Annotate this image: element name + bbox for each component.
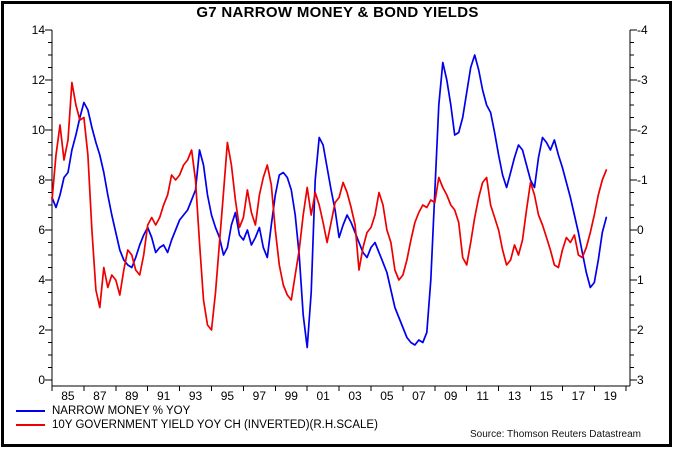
x-axis-tick-label: 97: [252, 389, 267, 403]
right-axis-tick-label: 3: [637, 373, 644, 387]
x-axis-tick-label: 17: [571, 389, 586, 403]
x-axis-tick-label: 11: [476, 389, 489, 403]
x-axis-tick-label: 93: [188, 389, 203, 403]
right-axis-tick-label: -1: [637, 173, 648, 187]
legend-item-govt-yield: 10Y GOVERNMENT YIELD YOY CH (INVERTED)(R…: [16, 418, 378, 432]
left-axis-tick-label: 4: [38, 273, 45, 287]
x-axis-tick-label: 15: [539, 389, 554, 403]
x-axis-tick-label: 91: [156, 389, 171, 403]
chart-title: G7 NARROW MONEY & BOND YIELDS: [196, 4, 479, 21]
right-axis-tick-label: 1: [637, 273, 644, 287]
right-axis-tick-label: -2: [637, 123, 648, 137]
x-axis-tick-label: 09: [444, 389, 458, 403]
right-axis-tick-label: 0: [637, 223, 644, 237]
x-axis-tick-label: 13: [507, 389, 522, 403]
x-axis-tick-label: 01: [316, 389, 330, 403]
left-axis-tick-label: 10: [31, 123, 45, 137]
x-axis-tick-label: 89: [125, 389, 139, 403]
x-axis-tick-label: 99: [284, 389, 298, 403]
govt-yield-line-sample: [16, 424, 45, 426]
legend-item-narrow-money: NARROW MONEY % YOY: [16, 404, 378, 418]
x-axis-tick-label: 87: [93, 389, 107, 403]
right-axis-tick-label: 2: [637, 323, 644, 337]
x-axis-tick-label: 03: [348, 389, 362, 403]
x-axis-tick-label: 07: [412, 389, 426, 403]
x-axis-tick-label: 19: [603, 389, 617, 403]
narrow-money-line-sample: [16, 410, 45, 412]
left-axis-tick-label: 2: [38, 323, 45, 337]
legend-label-govt-yield: 10Y GOVERNMENT YIELD YOY CH (INVERTED)(R…: [52, 419, 378, 431]
right-axis-tick-label: -3: [637, 73, 648, 87]
left-axis-tick-label: 8: [38, 173, 45, 187]
left-axis-tick-label: 6: [38, 223, 45, 237]
x-axis-tick-label: 85: [61, 389, 75, 403]
x-axis-tick-label: 95: [220, 389, 235, 403]
legend: NARROW MONEY % YOY 10Y GOVERNMENT YIELD …: [16, 404, 378, 432]
source-note: Source: Thomson Reuters Datastream: [469, 429, 641, 440]
left-axis-tick-label: 12: [31, 73, 45, 87]
right-axis-tick-label: -4: [637, 23, 648, 37]
left-axis-tick-label: 0: [38, 373, 45, 387]
x-axis-tick-label: 05: [380, 389, 394, 403]
left-axis-tick-label: 14: [31, 23, 45, 37]
legend-label-narrow-money: NARROW MONEY % YOY: [52, 405, 191, 417]
